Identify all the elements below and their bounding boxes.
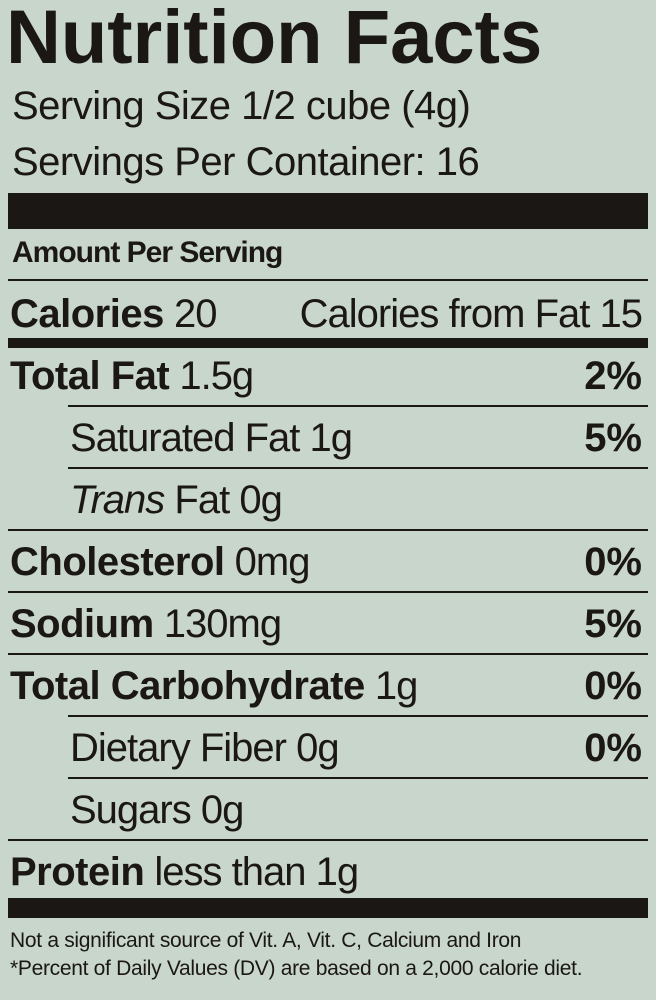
daily-value: 5% xyxy=(584,416,642,460)
label-title: Nutrition Facts xyxy=(6,0,543,80)
nutrient-amount: less than 1g xyxy=(154,850,359,894)
serving-size: Serving Size 1/2 cube (4g) xyxy=(12,84,471,128)
nutrient-amount: 1g xyxy=(309,416,353,460)
nutrient-label: Total Fat xyxy=(10,354,170,398)
nutrient-label: Fat xyxy=(174,478,230,522)
divider xyxy=(8,279,648,281)
nutrient-row-sugars: Sugars 0g xyxy=(0,788,656,844)
nutrient-row-trans-fat: Trans Fat 0g xyxy=(0,478,656,534)
calories-from-fat: Calories from Fat 15 xyxy=(299,292,643,336)
thick-divider-top xyxy=(8,193,648,229)
nutrient-row-total-fat: Total Fat 1.5g 2% xyxy=(0,354,656,410)
nutrient-amount: 0g xyxy=(200,788,244,832)
divider xyxy=(8,529,648,531)
divider xyxy=(8,591,648,593)
nutrient-row-sodium: Sodium 130mg 5% xyxy=(0,602,656,658)
daily-value: 2% xyxy=(584,354,642,398)
nutrient-label: Saturated Fat xyxy=(70,416,300,460)
footnote-daily-values: *Percent of Daily Values (DV) are based … xyxy=(10,957,583,980)
calories-label: Calories xyxy=(10,292,164,336)
divider xyxy=(68,777,648,779)
nutrient-row-cholesterol: Cholesterol 0mg 0% xyxy=(0,540,656,596)
divider xyxy=(68,467,648,469)
daily-value: 5% xyxy=(584,602,642,646)
nutrient-amount: 0g xyxy=(239,478,282,522)
nutrient-row-dietary-fiber: Dietary Fiber 0g 0% xyxy=(0,726,656,782)
servings-per-container: Servings Per Container: 16 xyxy=(12,140,480,184)
nutrient-amount: 1g xyxy=(374,664,418,708)
daily-value: 0% xyxy=(584,726,642,770)
calories-value: 20 xyxy=(173,292,217,336)
nutrient-label-italic: Trans xyxy=(70,478,165,522)
nutrient-label: Sugars xyxy=(70,788,192,832)
calories-row: Calories 20 Calories from Fat 15 xyxy=(0,292,656,348)
nutrient-row-saturated-fat: Saturated Fat 1g 5% xyxy=(0,416,656,472)
daily-value: 0% xyxy=(584,540,642,584)
nutrient-label: Dietary Fiber xyxy=(70,726,287,770)
amount-per-serving-heading: Amount Per Serving xyxy=(12,236,283,269)
thick-divider-bottom xyxy=(8,898,648,918)
footnote-vitamins: Not a significant source of Vit. A, Vit.… xyxy=(10,929,522,952)
divider xyxy=(8,839,648,841)
nutrient-amount: 130mg xyxy=(163,602,282,646)
nutrient-amount: 0mg xyxy=(234,540,311,584)
divider xyxy=(68,715,648,717)
thick-divider-mid xyxy=(8,338,648,348)
divider xyxy=(8,653,648,655)
nutrient-row-total-carbohydrate: Total Carbohydrate 1g 0% xyxy=(0,664,656,720)
nutrient-label: Protein xyxy=(10,850,145,894)
nutrient-row-protein: Protein less than 1g xyxy=(0,850,656,906)
divider xyxy=(68,405,648,407)
nutrient-amount: 0g xyxy=(296,726,339,770)
daily-value: 0% xyxy=(584,664,642,708)
nutrient-label: Cholesterol xyxy=(10,540,225,584)
nutrient-label: Total Carbohydrate xyxy=(10,664,365,708)
nutrient-amount: 1.5g xyxy=(179,354,254,398)
nutrient-label: Sodium xyxy=(10,602,154,646)
